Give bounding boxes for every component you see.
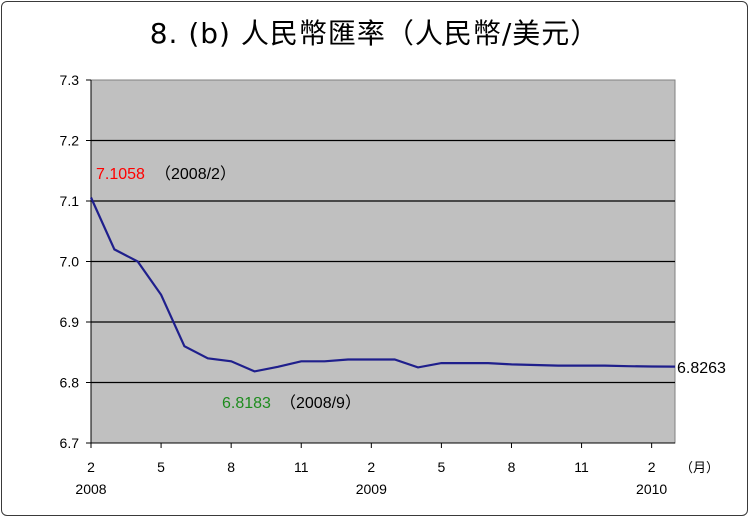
y-tick-label: 7.1 xyxy=(60,193,80,209)
y-tick-label: 6.8 xyxy=(60,375,80,391)
x-tick-label: 2 xyxy=(87,459,95,475)
y-tick-label: 7.2 xyxy=(60,133,80,149)
x-year-label: 2008 xyxy=(75,481,106,497)
annotations: 7.1058 （2008/2） 6.8183 （2008/9） 6.8263 xyxy=(96,165,726,412)
x-tick-label: 11 xyxy=(294,459,309,475)
x-tick-label: 8 xyxy=(508,459,516,475)
x-axis-unit: （月） xyxy=(680,461,719,476)
series-line xyxy=(89,197,676,373)
x-tick-label: 5 xyxy=(157,459,165,475)
x-axis-ticks: 2 5 8 11 2 5 8 11 2 2008 2009 2010 xyxy=(75,443,667,497)
y-tick-label: 7.0 xyxy=(60,254,80,270)
chart-title: 8. (b) 人民幣匯率（人民幣/美元） xyxy=(149,17,600,50)
y-tick-label: 7.3 xyxy=(60,72,80,88)
x-tick-label: 5 xyxy=(438,459,446,475)
x-tick-label: 2 xyxy=(648,459,656,475)
min-date-label: （2008/9） xyxy=(280,394,361,412)
y-tick-label: 6.7 xyxy=(60,435,80,451)
x-tick-label: 8 xyxy=(227,459,235,475)
x-year-label: 2010 xyxy=(636,481,667,497)
x-tick-label: 2 xyxy=(367,459,375,475)
y-tick-label: 6.9 xyxy=(60,314,80,330)
max-value-label: 7.1058 xyxy=(96,166,145,183)
last-value-label: 6.8263 xyxy=(677,360,726,377)
x-tick-label: 11 xyxy=(574,459,589,475)
y-axis-ticks: 7.3 7.2 7.1 7.0 6.9 6.8 6.7 xyxy=(60,72,91,451)
min-value-label: 6.8183 xyxy=(222,395,271,412)
max-date-label: （2008/2） xyxy=(155,165,236,183)
x-year-label: 2009 xyxy=(356,481,387,497)
